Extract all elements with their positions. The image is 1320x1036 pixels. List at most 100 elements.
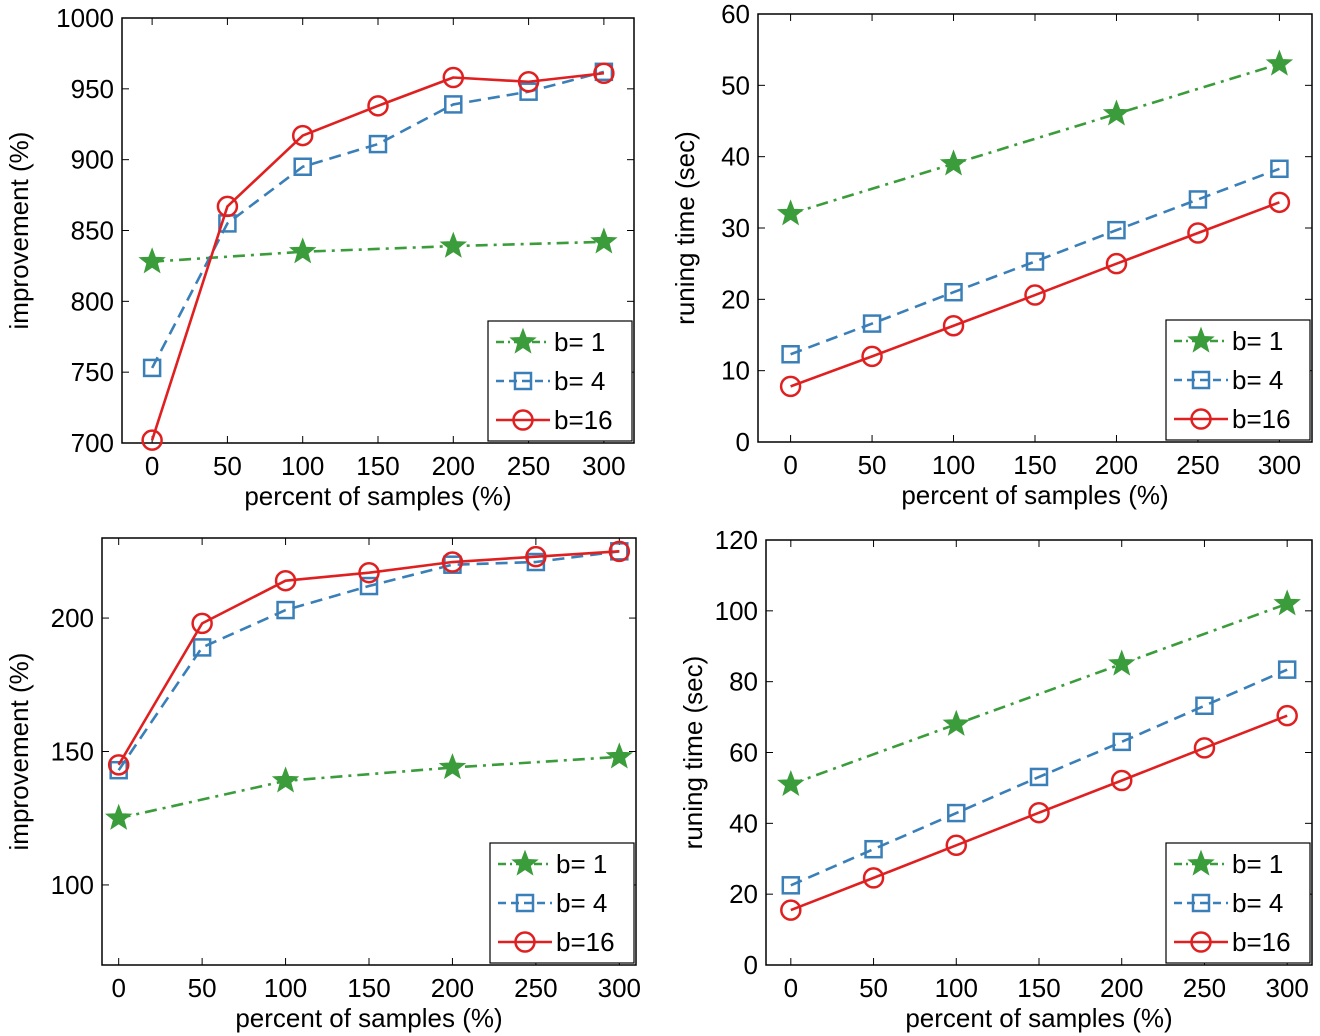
legend: b= 1 b= 4 b=16 xyxy=(487,320,633,442)
star-marker xyxy=(138,247,166,274)
square-marker xyxy=(1270,159,1289,179)
y-tick-label: 900 xyxy=(71,145,114,175)
legend-label: b= 4 xyxy=(554,366,605,396)
legend-label: b=16 xyxy=(1232,927,1291,957)
star-marker xyxy=(439,231,468,258)
x-tick-label: 250 xyxy=(1183,973,1226,1003)
star-marker xyxy=(1108,649,1136,676)
square-marker xyxy=(1191,370,1211,390)
series-star xyxy=(104,742,634,830)
circle-marker xyxy=(1105,252,1128,275)
star-marker xyxy=(1102,99,1131,126)
x-tick-label: 100 xyxy=(932,450,975,480)
x-tick-label: 50 xyxy=(188,973,217,1003)
circle-marker xyxy=(441,551,464,573)
star-marker xyxy=(438,753,467,780)
circle-marker xyxy=(141,429,163,451)
star-marker xyxy=(942,709,970,736)
square-marker xyxy=(1195,696,1214,715)
x-tick-label: 100 xyxy=(935,973,978,1003)
series-line xyxy=(790,62,1280,215)
circle-marker xyxy=(216,195,239,218)
circle-marker xyxy=(514,931,536,953)
star-marker xyxy=(939,149,968,176)
x-tick-label: 300 xyxy=(582,451,625,481)
star-marker xyxy=(1265,49,1294,76)
square-marker xyxy=(1107,220,1126,240)
x-tick-label: 100 xyxy=(264,973,307,1003)
y-tick-label: 30 xyxy=(721,213,750,243)
star-marker xyxy=(288,237,317,264)
square-marker xyxy=(862,314,882,333)
circle-marker xyxy=(1276,704,1298,727)
square-marker xyxy=(781,876,801,895)
circle-marker xyxy=(1193,737,1216,759)
circle-marker xyxy=(107,754,130,776)
square-marker xyxy=(947,803,966,823)
x-tick-label: 200 xyxy=(1095,450,1138,480)
x-axis-label: percent of samples (%) xyxy=(235,1003,502,1033)
star-marker xyxy=(777,769,805,797)
y-tick-label: 800 xyxy=(71,286,114,316)
x-tick-label: 150 xyxy=(1013,450,1056,480)
y-axis-label: improvement (%) xyxy=(4,653,34,851)
y-tick-label: 100 xyxy=(715,596,758,626)
series-line xyxy=(117,550,620,766)
y-tick-label: 80 xyxy=(729,667,758,697)
series-star xyxy=(138,227,618,274)
square-marker xyxy=(513,371,533,391)
y-tick-label: 50 xyxy=(721,70,750,100)
x-tick-label: 50 xyxy=(858,450,887,480)
circle-marker xyxy=(862,867,885,889)
star-marker xyxy=(104,803,133,830)
series-circle xyxy=(107,540,631,776)
x-tick-label: 300 xyxy=(1258,450,1301,480)
circle-marker xyxy=(1024,284,1046,306)
x-tick-label: 250 xyxy=(507,451,550,481)
square-marker xyxy=(864,839,883,859)
legend-label: b= 4 xyxy=(1232,365,1283,395)
x-tick-label: 100 xyxy=(281,451,324,481)
x-axis-label: percent of samples (%) xyxy=(905,1003,1172,1033)
x-axis-label: percent of samples (%) xyxy=(901,480,1168,510)
legend-label: b= 1 xyxy=(556,849,607,879)
x-tick-label: 0 xyxy=(111,973,125,1003)
circle-marker xyxy=(1110,769,1133,792)
square-marker xyxy=(1112,732,1131,752)
x-tick-label: 50 xyxy=(859,973,888,1003)
x-tick-label: 150 xyxy=(347,973,390,1003)
series-line xyxy=(118,755,620,820)
star-marker xyxy=(271,766,300,793)
x-tick-label: 0 xyxy=(784,973,798,1003)
y-tick-label: 0 xyxy=(736,427,750,457)
circle-marker xyxy=(942,314,965,337)
y-tick-label: 60 xyxy=(721,0,750,29)
circle-marker xyxy=(517,71,540,93)
legend-label: b= 4 xyxy=(556,888,607,918)
series-circle xyxy=(141,62,615,451)
y-tick-label: 0 xyxy=(744,950,758,980)
legend-label: b= 1 xyxy=(1232,849,1283,879)
series-square xyxy=(781,660,1297,895)
circle-marker xyxy=(593,62,615,84)
y-tick-label: 100 xyxy=(51,870,94,900)
y-tick-label: 40 xyxy=(729,808,758,838)
x-tick-label: 150 xyxy=(356,451,399,481)
circle-marker xyxy=(945,834,968,857)
series-star xyxy=(777,589,1301,797)
circle-marker xyxy=(780,899,802,921)
x-tick-label: 150 xyxy=(1017,973,1060,1003)
chart-panel-2: 0 50 100 150 200 250 300 0 10 20 30 40 50 60 percent o… xyxy=(670,0,1313,510)
square-marker xyxy=(1191,893,1211,913)
legend-label: b=16 xyxy=(554,405,613,435)
star-marker xyxy=(1187,849,1215,876)
square-marker xyxy=(781,345,800,364)
series-star xyxy=(776,49,1294,226)
series-square xyxy=(781,159,1289,364)
square-marker xyxy=(1025,252,1045,271)
circle-marker xyxy=(274,569,297,592)
circle-marker xyxy=(861,345,883,368)
legend-label: b=16 xyxy=(1232,404,1291,434)
star-marker xyxy=(590,227,618,254)
